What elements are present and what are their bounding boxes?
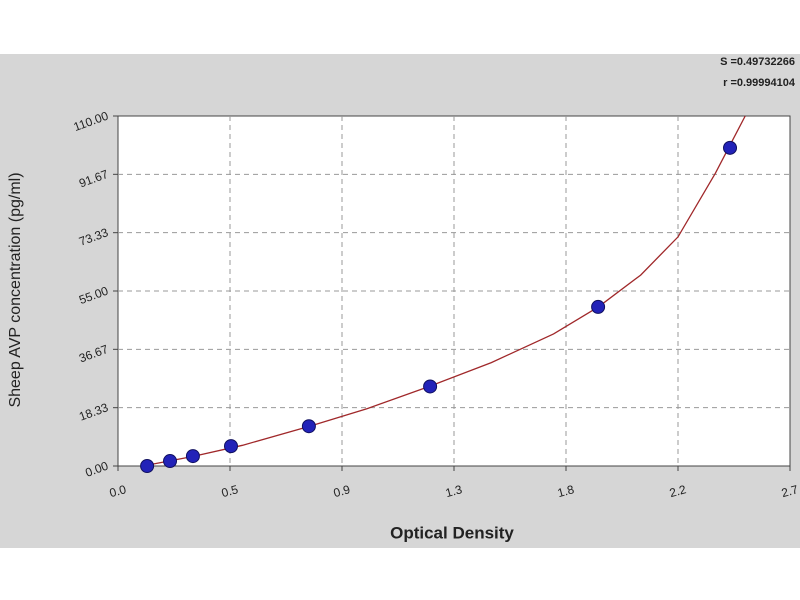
x-tick-label: 0.9 bbox=[332, 482, 352, 500]
data-point bbox=[591, 299, 606, 314]
annotation: S =0.49732266 bbox=[720, 56, 795, 68]
data-point bbox=[301, 419, 316, 434]
x-axis-title: Optical Density bbox=[390, 523, 514, 542]
annotation: r =0.99994104 bbox=[723, 77, 796, 89]
x-tick-label: 0.0 bbox=[108, 482, 128, 500]
x-tick-label: 2.2 bbox=[668, 482, 688, 500]
y-axis-title: Sheep AVP concentration (pg/ml) bbox=[7, 172, 24, 407]
x-tick-label: 1.8 bbox=[556, 482, 576, 500]
data-point bbox=[185, 449, 200, 464]
data-point bbox=[723, 140, 738, 155]
data-point bbox=[423, 379, 438, 394]
data-point bbox=[140, 459, 155, 473]
data-point bbox=[163, 454, 178, 469]
x-tick-label: 1.3 bbox=[444, 482, 464, 500]
x-tick-label: 2.7 bbox=[780, 482, 800, 500]
x-tick-label: 0.5 bbox=[220, 482, 240, 500]
fit-curve bbox=[142, 115, 746, 467]
data-point bbox=[223, 439, 238, 454]
